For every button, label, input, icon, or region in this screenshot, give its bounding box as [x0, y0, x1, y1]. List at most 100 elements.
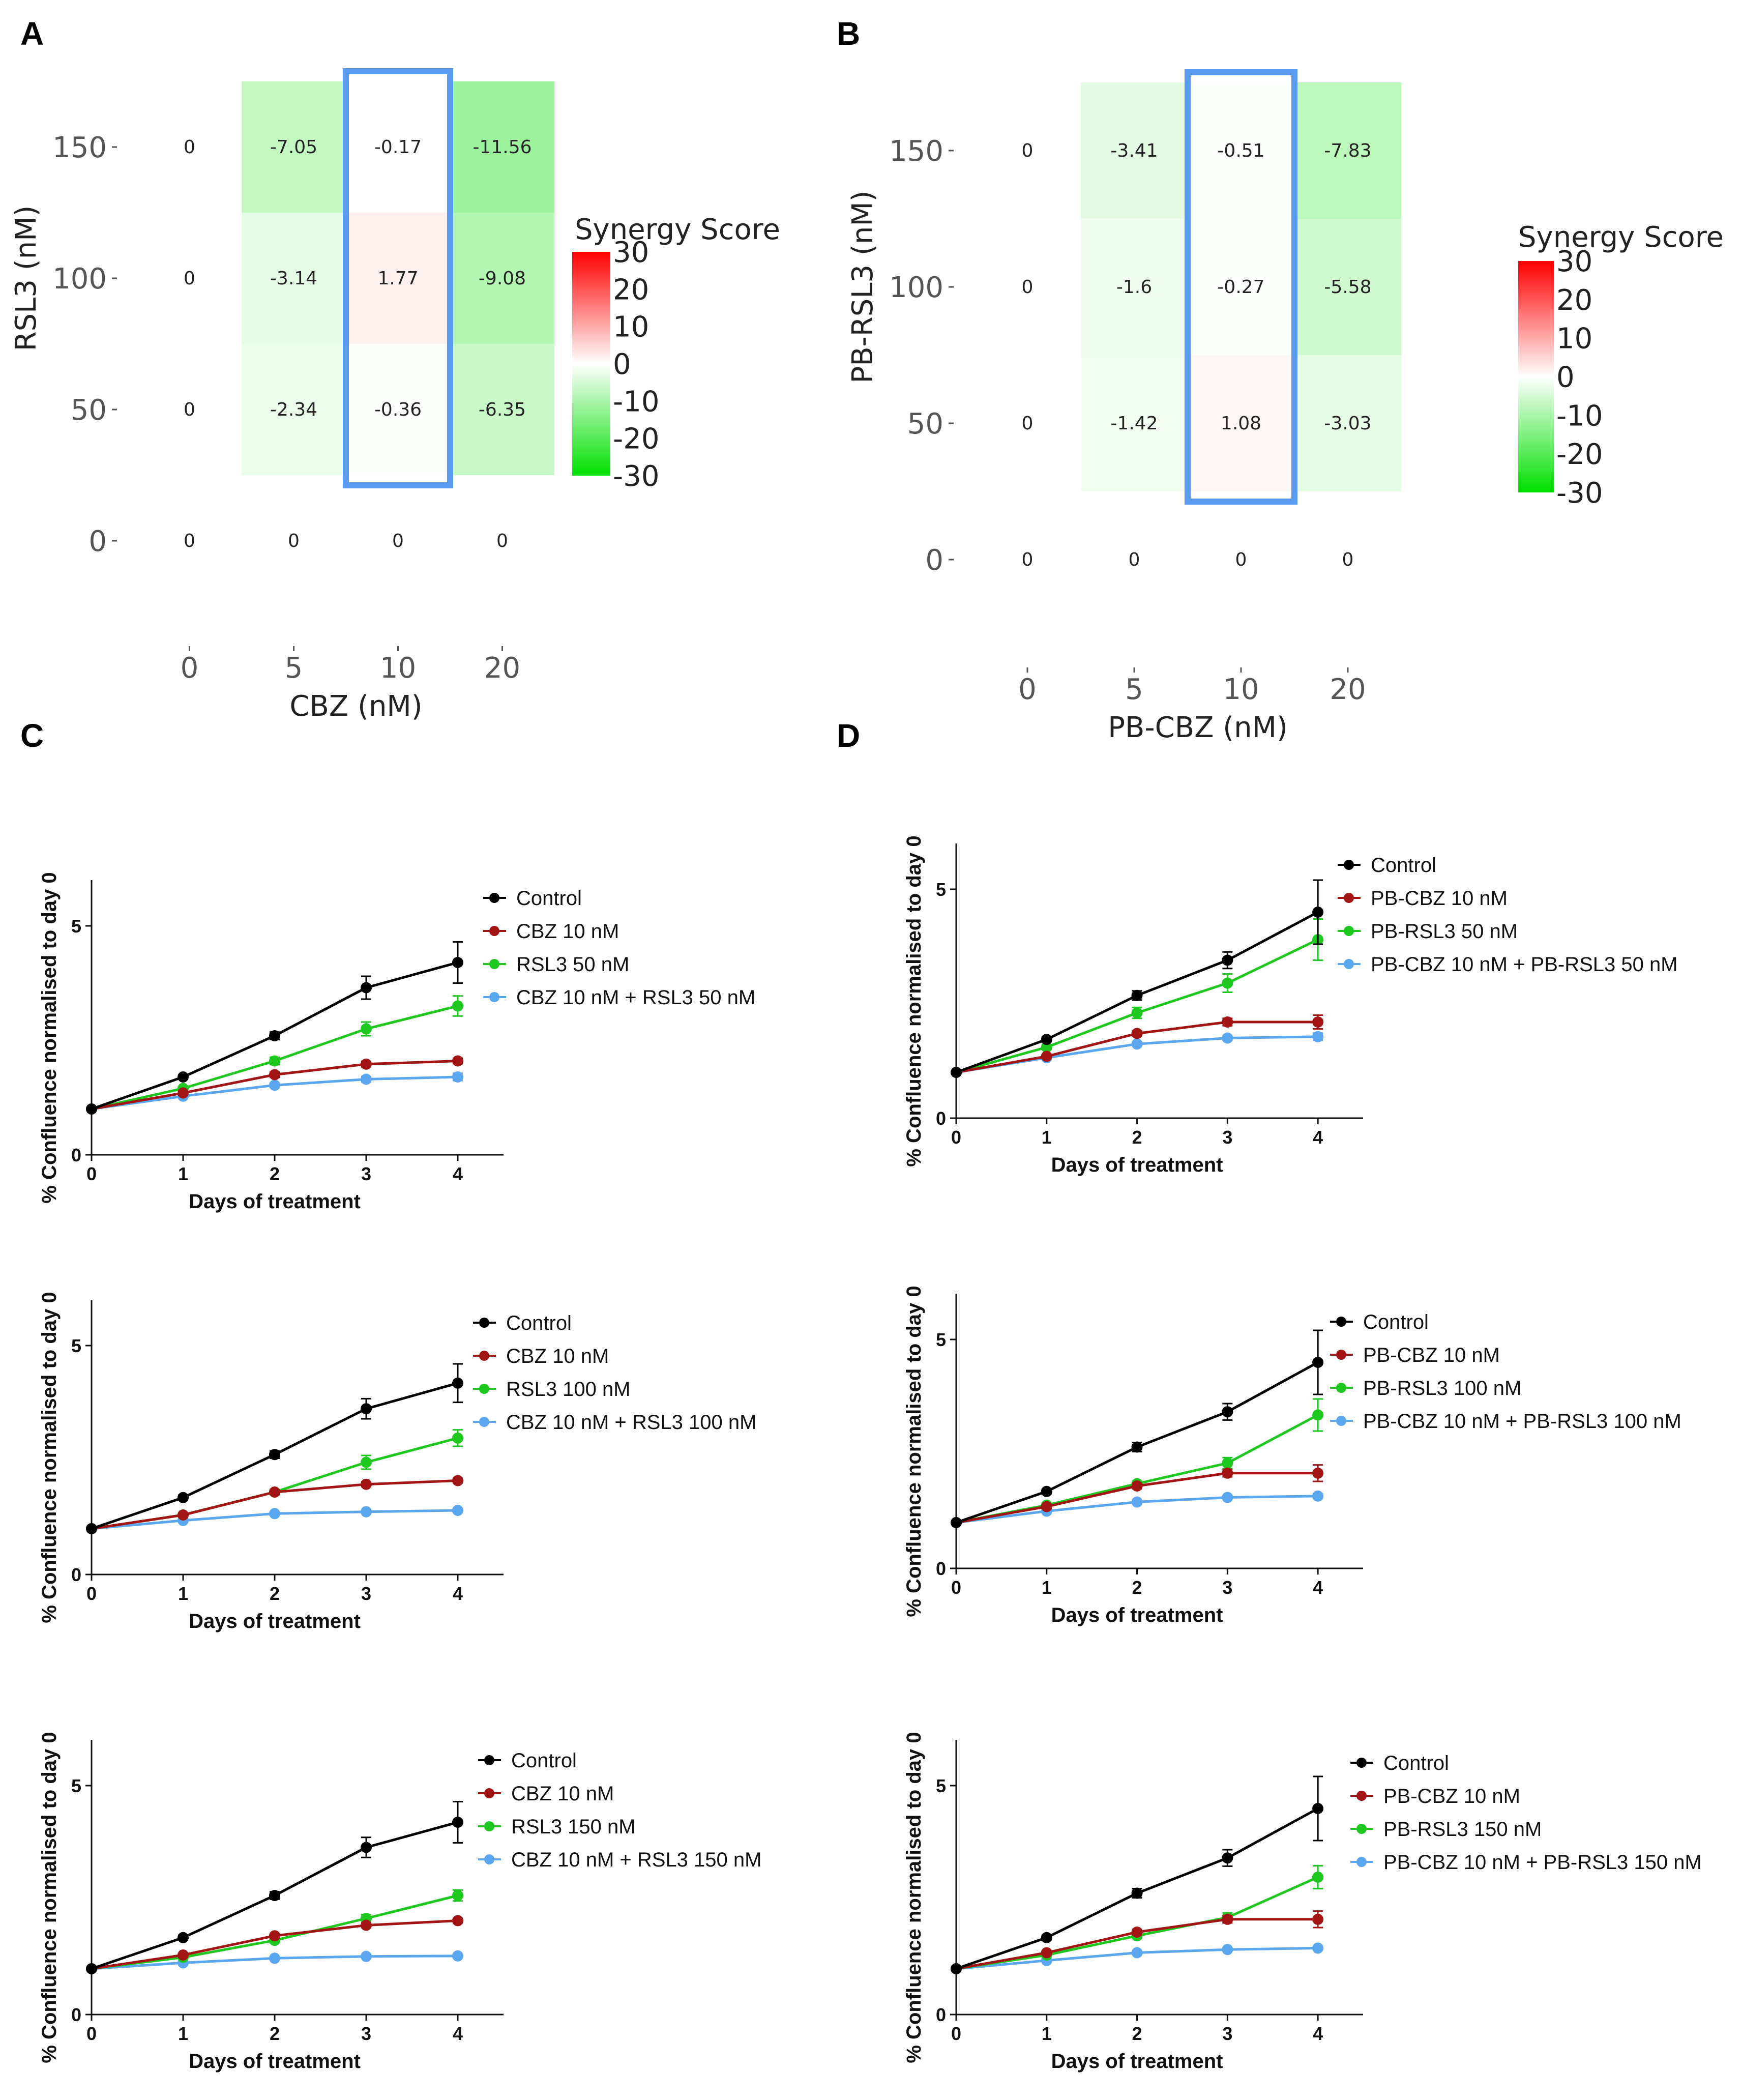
x-tick-label: 0 [951, 2023, 961, 2044]
data-point [1222, 1944, 1233, 1956]
heatmap-cell [346, 81, 450, 213]
data-point [1312, 1942, 1324, 1954]
x-tick-label: 2 [1132, 1127, 1142, 1148]
x-axis-label: Days of treatment [1051, 2050, 1223, 2073]
x-axis-label: Days of treatment [189, 1610, 361, 1632]
y-tick-label: 0 [936, 1108, 946, 1129]
y-tick-label: 0 [71, 2004, 81, 2025]
data-point [1222, 977, 1233, 989]
y-tick-label: 100 [889, 271, 943, 304]
data-point [452, 957, 463, 968]
panel-label-c: C [20, 717, 44, 754]
y-tick-label: 0 [88, 525, 107, 558]
data-point [1222, 1913, 1233, 1925]
legend-marker [479, 1417, 489, 1427]
heatmap-cell-value: -0.17 [374, 137, 422, 158]
y-axis-label: % Confluence normalised to day 0 [903, 1732, 925, 2063]
data-point [361, 1023, 372, 1035]
data-point [269, 1055, 280, 1067]
heatmap-cell-value: -6.35 [479, 399, 526, 420]
x-tick-label: 0 [1018, 673, 1037, 706]
y-tick-label: 5 [71, 1775, 81, 1796]
x-tick-label: 3 [1222, 1127, 1232, 1148]
data-point [1312, 1409, 1324, 1421]
heatmap-cell-value: -0.51 [1217, 140, 1264, 161]
x-tick-label: 4 [1313, 1127, 1323, 1148]
legend-marker [484, 1755, 494, 1765]
data-point [452, 1817, 463, 1828]
heatmap-cell [346, 344, 450, 475]
data-point [178, 1087, 189, 1099]
data-point [361, 1403, 372, 1415]
heatmap-cell [1188, 82, 1294, 219]
legend-tick-label: 30 [1556, 245, 1592, 278]
heatmap-cell-value: 0 [496, 531, 508, 551]
x-tick-label: 1 [1042, 1577, 1052, 1598]
heatmap-cell-value: -3.41 [1110, 140, 1158, 161]
legend-marker [489, 959, 499, 969]
legend-tick-label: -10 [1556, 399, 1603, 432]
data-point [452, 1071, 463, 1083]
x-tick-label: 1 [178, 1163, 188, 1184]
data-point [951, 1067, 962, 1078]
x-tick-label: 2 [270, 1583, 280, 1604]
heatmap-cell-value: 1.08 [1221, 413, 1261, 434]
data-point [269, 1449, 280, 1461]
data-point [361, 1456, 372, 1468]
heatmap-cell-value: 0 [288, 531, 300, 551]
data-point [178, 1492, 189, 1503]
x-tick-label: 2 [270, 1163, 280, 1184]
data-point [452, 1505, 463, 1516]
x-tick-label: 3 [361, 1163, 371, 1184]
heatmap-cell [1294, 82, 1401, 219]
y-axis-label: % Confluence normalised to day 0 [38, 1732, 61, 2063]
heatmap-cell-value: 0 [1129, 549, 1140, 570]
legend-marker [1344, 860, 1354, 870]
legend-entry: Control [1371, 854, 1436, 877]
legend-entry: CBZ 10 nM + RSL3 150 nM [511, 1849, 761, 1871]
x-tick-label: 20 [484, 652, 520, 685]
data-point [269, 1080, 280, 1091]
y-tick-label: 100 [52, 262, 107, 296]
x-axis-label: Days of treatment [1051, 1154, 1223, 1176]
data-point [269, 1930, 280, 1942]
heatmap-cell-value: -3.03 [1324, 413, 1371, 434]
data-point [1131, 989, 1143, 1001]
y-axis-label: % Confluence normalised to day 0 [903, 1286, 925, 1617]
data-point [1222, 954, 1233, 966]
data-point [1131, 1947, 1143, 1959]
legend-marker [1356, 1791, 1367, 1801]
data-point [178, 1932, 189, 1943]
heatmap-cell [1294, 219, 1401, 355]
legend-marker [489, 926, 499, 936]
data-point [1222, 1492, 1233, 1503]
data-point [269, 1486, 280, 1498]
legend-entry: PB-CBZ 10 nM [1371, 887, 1508, 910]
y-tick-label: 150 [52, 131, 107, 164]
growth-chart-d3: 0 1 2 3 4 0 5 Days of treatment % Confluence nor… [903, 1732, 1702, 2073]
heatmap-cell [242, 213, 346, 344]
data-point [951, 1517, 962, 1528]
y-tick-label: 0 [71, 1564, 81, 1585]
data-point [269, 1069, 280, 1081]
x-tick-label: 2 [1132, 1577, 1142, 1598]
legend-entry: CBZ 10 nM + RSL3 50 nM [516, 986, 755, 1009]
data-point [1131, 1480, 1143, 1492]
x-tick-label: 5 [285, 652, 303, 685]
data-point [1131, 1887, 1143, 1899]
y-tick-label: 5 [71, 916, 81, 937]
data-point [452, 1432, 463, 1444]
legend-entry: Control [516, 887, 582, 910]
legend-tick-label: -30 [613, 460, 659, 493]
heatmap-cell-value: 0 [392, 531, 404, 551]
data-point [361, 1058, 372, 1070]
x-tick-label: 5 [1125, 673, 1143, 706]
data-point [1312, 1872, 1324, 1883]
legend-tick-label: -30 [1556, 477, 1603, 510]
legend-marker [489, 893, 499, 903]
y-tick-label: 5 [936, 879, 946, 900]
x-tick-label: 1 [178, 1583, 188, 1604]
legend-marker [1356, 1824, 1367, 1834]
heatmap-cell [1294, 355, 1401, 491]
legend-marker [479, 1351, 489, 1361]
